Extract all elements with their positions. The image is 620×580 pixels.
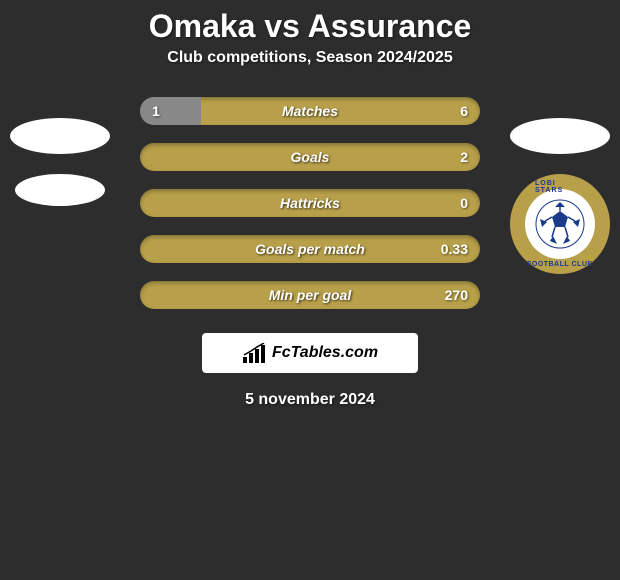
stat-label: Hattricks (280, 195, 340, 211)
stat-label: Matches (282, 103, 338, 119)
stat-bar: Min per goal 270 (140, 281, 480, 309)
page-subtitle: Club competitions, Season 2024/2025 (0, 49, 620, 97)
chart-icon (242, 343, 266, 363)
page-title: Omaka vs Assurance (0, 0, 620, 49)
badge-text-top: LOBI STARS (535, 180, 585, 194)
fctables-logo[interactable]: FcTables.com (202, 333, 418, 373)
stat-value-left: 1 (152, 103, 160, 119)
stat-label: Min per goal (269, 287, 351, 303)
footer-date: 5 november 2024 (0, 391, 620, 409)
club-badge-inner (525, 189, 595, 259)
left-team-badges (10, 118, 110, 206)
team-badge-placeholder (510, 118, 610, 154)
team-badge-placeholder (10, 118, 110, 154)
logo-text: FcTables.com (272, 344, 378, 362)
club-badge-lobi-stars: LOBI STARS FOOTBALL CLUB (510, 174, 610, 274)
stat-bar: Goals per match 0.33 (140, 235, 480, 263)
stat-value-right: 270 (445, 287, 468, 303)
stat-bar: Goals 2 (140, 143, 480, 171)
right-team-badges: LOBI STARS FOOTBALL CLUB (510, 118, 610, 274)
team-badge-placeholder (15, 174, 105, 206)
football-icon (535, 199, 585, 249)
stat-value-right: 0.33 (441, 241, 468, 257)
stat-label: Goals per match (255, 241, 365, 257)
stat-bar: Hattricks 0 (140, 189, 480, 217)
stat-bar-fill (140, 97, 201, 125)
stat-label: Goals (291, 149, 330, 165)
stat-value-right: 6 (460, 103, 468, 119)
stat-value-right: 0 (460, 195, 468, 211)
badge-text-bottom: FOOTBALL CLUB (527, 261, 593, 268)
stat-value-right: 2 (460, 149, 468, 165)
stat-bar: 1 Matches 6 (140, 97, 480, 125)
